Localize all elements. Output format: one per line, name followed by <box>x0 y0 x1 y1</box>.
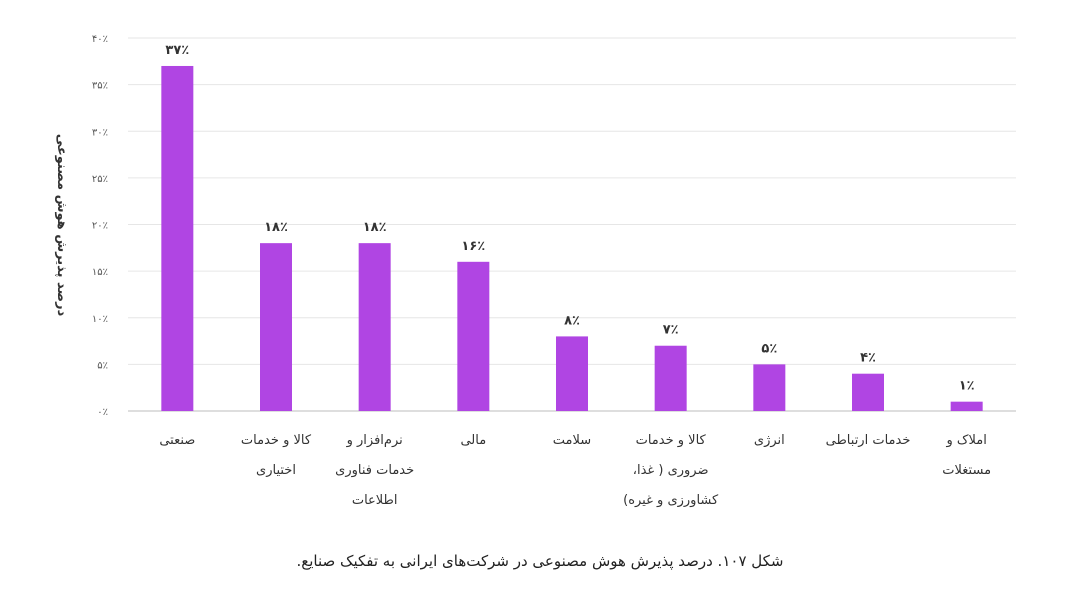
y-tick-label: ۵٪ <box>97 360 108 371</box>
category-label-line: سلامت <box>553 433 591 448</box>
category-label: املاک و مستغلات <box>942 433 991 478</box>
data-label: ۱۸٪ <box>363 220 387 235</box>
category-label: صنعتی <box>159 433 195 448</box>
y-tick-label: ۳۵٪ <box>92 81 108 92</box>
category-label-line: کشاورزی و غیره) <box>623 493 719 508</box>
y-tick-label: ۲۵٪ <box>92 174 108 185</box>
data-label: ۱٪ <box>959 379 975 394</box>
bar <box>161 65 194 411</box>
y-tick-label: ۱۰٪ <box>92 314 108 325</box>
category-label-line: اطلاعات <box>352 493 398 508</box>
category-label: نرم‌افزار و خدمات فناوری اطلاعات <box>335 433 414 508</box>
bar <box>852 373 884 411</box>
data-label: ۸٪ <box>564 313 580 328</box>
category-label: مالی <box>460 433 486 448</box>
bar <box>556 336 588 411</box>
y-tick-label: ۲۰٪ <box>92 221 108 232</box>
category-label: خدمات ارتباطی <box>826 433 911 448</box>
category-label-line: مستغلات <box>942 463 991 478</box>
data-label: ۱۸٪ <box>264 220 288 235</box>
bar-layer <box>161 65 983 411</box>
data-label: ۳۷٪ <box>165 43 189 58</box>
category-label: سلامت <box>553 433 591 448</box>
label-layer: ۳۷٪ صنعتی ۱۸٪ کالا و خدمات اختیاری ۱۸٪ نرم‌افز… <box>159 43 991 508</box>
y-tick-label: ۳۰٪ <box>92 127 108 138</box>
category-label-line: صنعتی <box>159 433 195 448</box>
category-label: کالا و خدمات اختیاری <box>241 433 312 478</box>
category-label-line: خدمات ارتباطی <box>826 433 911 448</box>
y-tick-label: ۴۰٪ <box>92 34 108 45</box>
data-label: ۱۶٪ <box>461 239 485 254</box>
y-axis-label: درصد پذیرش هوش مصنوعی <box>54 134 69 317</box>
bar <box>950 401 983 411</box>
data-label: ۷٪ <box>663 323 679 338</box>
category-label-line: خدمات فناوری <box>335 463 414 478</box>
bar <box>260 243 292 411</box>
category-label: کالا و خدمات ضروری ( غذا، کشاورزی و غیره) <box>623 433 719 508</box>
category-label-line: انرژی <box>754 433 785 448</box>
bar <box>753 364 786 411</box>
bar <box>457 261 490 411</box>
category-label-line: اختیاری <box>256 463 296 478</box>
figure-caption: شکل ۱۰۷. درصد پذیرش هوش مصنوعی در شرکت‌ه… <box>297 552 784 571</box>
category-label: انرژی <box>754 433 785 448</box>
category-label-line: املاک و <box>945 433 986 448</box>
category-label-line: نرم‌افزار و <box>346 433 403 448</box>
category-label-line: کالا و خدمات <box>241 433 312 448</box>
y-tick-label: ۰٪ <box>97 407 108 418</box>
bar <box>358 243 391 411</box>
category-label-line: مالی <box>460 433 486 448</box>
y-tick-label: ۱۵٪ <box>92 267 108 278</box>
category-label-line: ضروری ( غذا، <box>633 463 709 478</box>
data-label: ۴٪ <box>860 351 876 366</box>
data-label: ۵٪ <box>761 341 777 356</box>
category-label-line: کالا و خدمات <box>636 433 707 448</box>
grid-layer: ۰٪ ۵٪ ۱۰٪ ۱۵٪ ۲۰٪ ۲۵٪ ۳۰٪ ۳۵٪ ۴۰٪ <box>92 34 1016 418</box>
bar <box>654 345 687 411</box>
